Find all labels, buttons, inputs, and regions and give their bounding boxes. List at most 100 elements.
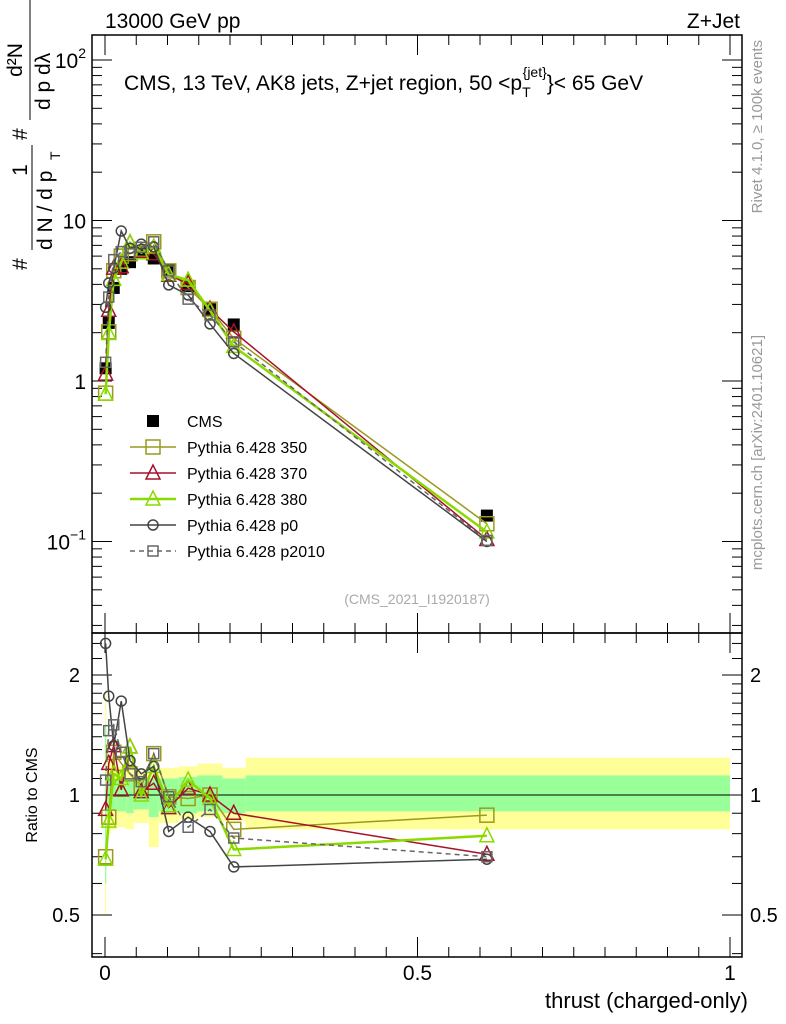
data-point-380 [179, 270, 197, 287]
series-line-380 [104, 240, 488, 534]
ylabel-num: 1 [9, 164, 32, 176]
ratio-point-p0 [103, 690, 115, 702]
legend-label: Pythia 6.428 p0 [187, 518, 298, 535]
ratio-point-370 [225, 803, 242, 820]
legend-label: Pythia 6.428 370 [187, 466, 307, 483]
ylabel-hash: # [9, 258, 32, 270]
data-point-380 [97, 384, 114, 401]
ratio-point-370 [105, 735, 122, 753]
x-tick-label: 1 [724, 962, 736, 985]
ratio-point-p0 [204, 825, 216, 838]
ylabel-sub: T [47, 151, 63, 160]
ratio-point-p0 [115, 695, 127, 707]
plot-title: CMS, 13 TeV, AK8 jets, Z+jet region, 50 … [124, 64, 643, 100]
legend-entry-370: Pythia 6.428 370 [130, 463, 307, 483]
data-point-p2010 [481, 534, 493, 547]
ylabel-hash2: # [9, 128, 32, 140]
ratio-point-p2010 [135, 775, 147, 788]
ratio-point-370 [113, 780, 130, 797]
ratio-ylabel: Ratio to CMS [24, 747, 41, 842]
band-stat [245, 775, 730, 812]
ratio-point-p2010 [115, 746, 127, 759]
data-point-p2010 [148, 236, 160, 248]
ratio-series-380 [97, 737, 496, 866]
data-point-p2010 [115, 245, 127, 258]
x-tick-label: 0.5 [403, 962, 432, 985]
y-tick-label: 102 [55, 45, 86, 73]
band-stat [197, 775, 223, 812]
data-point-p2010 [99, 356, 112, 369]
ratio-point-380 [97, 849, 114, 866]
legend-label: Pythia 6.428 350 [187, 440, 307, 457]
data-point-p0 [204, 318, 216, 330]
data-point-380 [113, 252, 130, 269]
ratio-tick-label-right: 2 [750, 665, 761, 687]
data-point-350 [161, 263, 177, 279]
data-point-p0 [228, 347, 240, 360]
legend-entry-p0: Pythia 6.428 p0 [130, 518, 298, 535]
ratio-line-380 [104, 746, 487, 860]
data-point-p2010 [135, 241, 147, 254]
band-stat [148, 778, 159, 818]
ratio-tick-label-left: 0.5 [52, 905, 80, 927]
ratio-series-p2010 [99, 719, 493, 863]
ratio-tick-label-left: 1 [69, 785, 80, 807]
ratio-point-p2010 [481, 850, 493, 863]
data-point-p0 [163, 279, 175, 291]
legend-entry-350: Pythia 6.428 350 [130, 439, 307, 457]
data-point-370 [100, 300, 117, 317]
ratio-tick-label-right: 0.5 [750, 905, 778, 927]
ratio-series-p0 [99, 637, 493, 873]
data-point-p2010 [182, 293, 194, 305]
data-point-p2010 [124, 247, 136, 260]
ratio-point-350 [479, 807, 495, 823]
y-tick-exponent: −1 [70, 527, 86, 543]
ratio-point-p0 [135, 768, 147, 780]
rivet-label: Rivet 4.1.0, ≥ 100k events [749, 40, 766, 213]
legend-label: CMS [187, 414, 223, 431]
y-tick-label: 10−1 [47, 527, 87, 555]
header-right: Z+Jet [687, 10, 740, 33]
data-point-p2010 [204, 309, 216, 321]
data-point-380 [478, 522, 496, 539]
band-stat [126, 778, 134, 814]
x-axis-label: thrust (charged-only) [545, 988, 748, 1013]
ratio-point-p2010 [124, 768, 136, 780]
ratio-point-380 [225, 839, 242, 857]
ratio-point-380 [160, 796, 177, 813]
analysis-id: (CMS_2021_I1920187) [344, 591, 490, 607]
title-sub: T [522, 84, 531, 100]
ratio-point-p2010 [182, 821, 194, 834]
main-ylabel: #1d N / d p T # d²N d p dλ [4, 0, 63, 270]
ratio-tick-label-left: 2 [69, 665, 80, 687]
band-stat [106, 775, 112, 814]
ratio-point-p0 [99, 637, 112, 650]
data-point-p2010 [108, 253, 120, 266]
x-tick-label: 0 [99, 962, 111, 985]
ratio-point-380 [105, 764, 122, 781]
ratio-point-380 [478, 826, 496, 843]
y-tick-label: 1 [74, 371, 86, 394]
ratio-line-p0 [104, 643, 487, 868]
y-tick-base: 10 [55, 50, 78, 73]
legend-label: Pythia 6.428 380 [187, 492, 307, 509]
y-tick-base: 1 [74, 371, 86, 394]
legend-marker [144, 489, 162, 506]
legend-entry-380: Pythia 6.428 380 [130, 489, 307, 509]
mcplots-label: mcplots.cern.ch [arXiv:2401.10621] [749, 335, 766, 570]
legend-marker [145, 439, 161, 455]
band-stat [222, 778, 246, 814]
ratio-tick-label-right: 1 [750, 785, 761, 807]
ratio-point-380 [100, 811, 117, 828]
y-tick-base: 10 [63, 211, 86, 234]
ratio-point-370 [179, 778, 197, 795]
ratio-point-p2010 [163, 790, 175, 803]
ratio-point-370 [478, 844, 496, 862]
band-stat [111, 778, 117, 810]
data-point-380 [100, 323, 117, 341]
ylabel-den2: d p dλ [32, 52, 55, 110]
legend-marker [144, 463, 162, 480]
ratio-point-370 [100, 753, 117, 771]
ratio-point-p2010 [228, 832, 240, 844]
